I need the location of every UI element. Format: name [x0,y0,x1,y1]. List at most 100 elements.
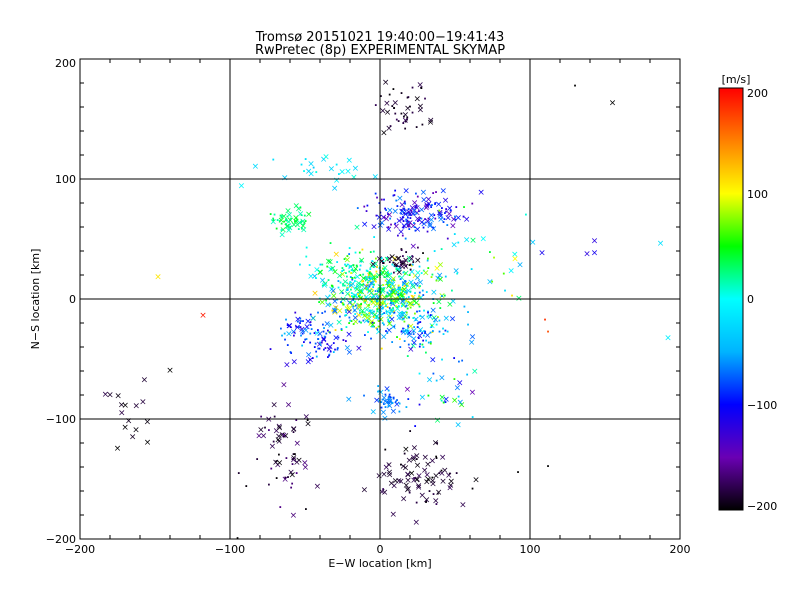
data-point-cross: × [377,388,385,398]
data-point-dot: · [320,309,324,320]
data-point-dot: · [337,170,341,181]
data-point-dot: · [401,280,405,291]
data-point-dot: · [303,211,307,222]
data-point-dot: · [388,283,392,294]
data-point-dot: · [368,268,372,279]
data-point-cross: × [166,366,174,376]
data-point-cross: × [368,309,376,319]
data-point-dot: · [404,287,408,298]
data-point-cross: × [295,205,303,215]
data-point-dot: · [426,227,430,238]
data-point-dot: · [410,252,414,263]
data-point-dot: · [399,286,403,297]
data-point-cross: × [304,317,312,327]
data-point-dot: · [401,324,405,335]
data-point-dot: · [282,217,286,228]
data-point-dot: · [433,200,437,211]
data-point-cross: × [324,301,332,311]
data-point-dot: · [314,273,318,284]
data-point-cross: × [395,254,403,264]
data-point-cross: × [447,477,455,487]
data-point-dot: · [543,315,547,326]
data-point-dot: · [344,305,348,316]
data-point-cross: × [346,299,354,309]
data-point-dot: · [415,454,419,465]
data-point-dot: · [432,369,436,380]
data-point-cross: × [404,471,412,481]
data-point-dot: · [358,317,362,328]
data-point-dot: · [407,224,411,235]
data-point-dot: · [408,260,412,271]
data-point-cross: × [415,482,423,492]
data-point-cross: × [410,339,418,349]
data-point-cross: × [397,291,405,301]
data-point-dot: · [516,468,520,479]
data-point-cross: × [402,256,410,266]
data-point-cross: × [422,269,430,279]
data-point-dot: · [354,301,358,312]
data-point-cross: × [390,282,398,292]
data-point-dot: · [340,325,344,336]
data-point-cross: × [392,476,400,486]
data-point-cross: × [392,207,400,217]
data-point-dot: · [415,201,419,212]
data-point-cross: × [437,261,445,271]
data-point-dot: · [389,121,393,132]
data-point-cross: × [390,288,398,298]
data-point-dot: · [379,284,383,295]
data-point-cross: × [414,225,422,235]
data-point-cross: × [329,287,337,297]
data-point-dot: · [368,311,372,322]
data-point-dot: · [366,278,370,289]
data-point-cross: × [290,425,298,435]
data-point-cross: × [441,466,449,476]
data-point-dot: · [403,206,407,217]
data-point-cross: × [395,477,403,487]
data-point-dot: · [444,272,448,283]
data-point-dot: · [375,324,379,335]
data-point-cross: × [385,276,393,286]
data-point-dot: · [387,386,391,397]
data-point-dot: · [347,250,351,261]
data-point-dot: · [367,270,371,281]
data-point-dot: · [371,283,375,294]
data-point-dot: · [407,256,411,267]
data-point-dot: · [298,314,302,325]
data-point-dot: · [331,282,335,293]
data-point-dot: · [377,322,381,333]
data-point-cross: × [279,225,287,235]
data-point-cross: × [370,272,378,282]
data-point-cross: × [332,250,340,260]
data-point-cross: × [398,207,406,217]
data-point-dot: · [388,278,392,289]
data-point-cross: × [516,261,524,271]
data-point-dot: · [409,287,413,298]
data-point-dot: · [435,376,439,387]
data-point-dot: · [368,264,372,275]
data-point-cross: × [426,222,434,232]
chart-subtitle: RwPretec (8p) EXPERIMENTAL SKYMAP [255,43,505,58]
data-point-dot: · [355,282,359,293]
data-point-cross: × [323,320,331,330]
data-point-dot: · [309,320,313,331]
data-point-cross: × [316,268,324,278]
data-point-dot: · [308,355,312,366]
data-point-dot: · [324,279,328,290]
data-point-dot: · [322,327,326,338]
data-point-dot: · [342,336,346,347]
data-point-cross: × [417,278,425,288]
data-point-cross: × [411,443,419,453]
data-point-dot: · [378,305,382,316]
data-point-cross: × [404,104,412,114]
data-point-dot: · [397,284,401,295]
data-point-dot: · [384,276,388,287]
data-point-dot: · [414,226,418,237]
data-point-cross: × [311,289,319,299]
data-point-cross: × [386,401,394,411]
data-point-dot: · [442,398,446,409]
data-point-cross: × [438,373,446,383]
data-point-dot: · [372,322,376,333]
x-tick-label: 200 [670,543,691,556]
data-point-cross: × [446,300,454,310]
data-point-cross: × [417,326,425,336]
